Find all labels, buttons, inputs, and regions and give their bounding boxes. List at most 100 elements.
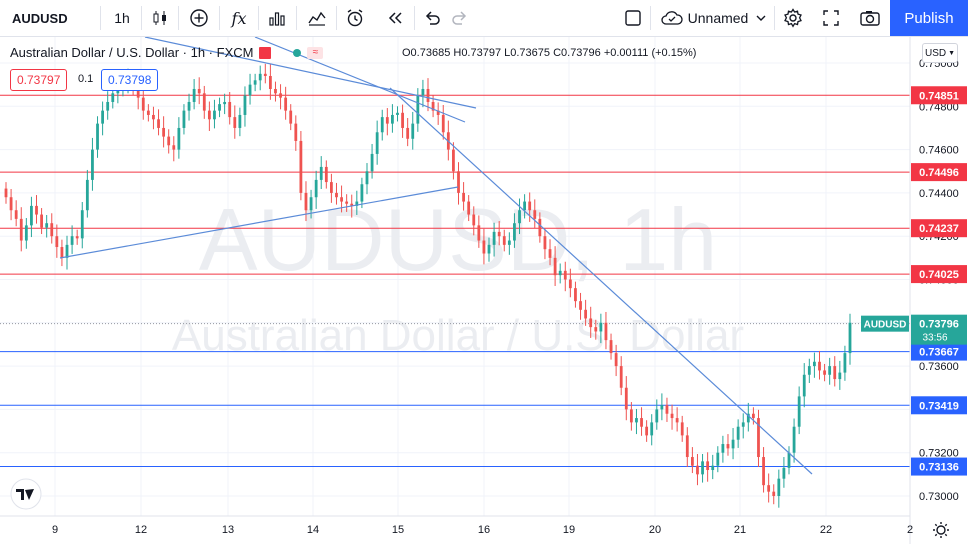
compare-add-icon[interactable] <box>184 0 214 36</box>
sell-price-button[interactable]: 0.73797 <box>10 69 68 91</box>
candle-body <box>340 197 343 202</box>
layout-name-button[interactable]: Unnamed <box>687 10 749 26</box>
candle-body <box>294 123 298 141</box>
alert-clock-icon[interactable] <box>340 0 370 36</box>
candle-body <box>421 88 425 96</box>
trend-line <box>59 186 459 259</box>
interval-button[interactable]: 1h <box>114 10 130 26</box>
chevron-down-icon[interactable] <box>752 0 770 36</box>
templates-icon[interactable] <box>302 0 332 36</box>
settings-gear-icon[interactable] <box>778 0 808 36</box>
candle-body <box>619 366 623 388</box>
candle-body <box>370 153 374 172</box>
candle-body <box>787 452 791 468</box>
candle-body <box>263 73 267 76</box>
candle-body <box>182 110 186 128</box>
candle-body <box>777 478 781 496</box>
support-level-label-bg <box>911 457 967 476</box>
candle-body <box>731 439 735 449</box>
candle-body <box>85 179 89 211</box>
fullscreen-icon[interactable] <box>816 0 846 36</box>
bar-countdown: 33:56 <box>922 333 947 344</box>
candle-body <box>635 418 638 423</box>
candle-body <box>452 149 455 172</box>
candle-body <box>467 201 471 215</box>
cloud-save-icon[interactable] <box>658 0 686 36</box>
financials-icon[interactable] <box>262 0 292 36</box>
candle-body <box>192 88 196 102</box>
candle-body <box>355 201 359 206</box>
toolbar-divider <box>219 6 220 30</box>
candles-chart-type-icon[interactable] <box>146 0 174 36</box>
candle-body <box>401 112 404 128</box>
replay-rewind-icon[interactable] <box>380 0 410 36</box>
candle-body <box>762 457 765 486</box>
legend-title[interactable]: Australian Dollar / U.S. Dollar · 1h · F… <box>10 45 254 60</box>
redo-icon[interactable] <box>446 0 474 36</box>
data-delay-icon: ≈ <box>307 46 324 59</box>
currency-selector[interactable]: USD ▼ <box>922 43 958 63</box>
candle-body <box>55 236 59 248</box>
candle-body <box>584 309 588 319</box>
buy-price-button[interactable]: 0.73798 <box>101 69 159 91</box>
undo-icon[interactable] <box>418 0 446 36</box>
candle-body <box>19 218 23 241</box>
chart-area[interactable]: AUDUSD, 1h Australian Dollar / U.S. Doll… <box>0 36 968 544</box>
toolbar-divider <box>141 6 142 30</box>
candle-body <box>751 413 755 419</box>
candle-body <box>838 372 842 380</box>
toolbar-divider <box>258 6 259 30</box>
candle-body <box>436 110 440 115</box>
candle-body <box>9 197 13 211</box>
candle-body <box>599 322 603 332</box>
candle-body <box>487 244 491 254</box>
candle-body <box>289 110 293 124</box>
select-layout-icon[interactable] <box>618 0 648 36</box>
publish-button[interactable]: Publish <box>890 0 968 36</box>
candle-body <box>91 149 94 180</box>
candle-body <box>248 84 252 96</box>
candle-body <box>416 95 420 124</box>
candle-body <box>813 361 816 367</box>
time-tick-label: 13 <box>222 524 234 536</box>
candle-body <box>345 201 349 204</box>
candle-body <box>309 197 313 211</box>
tradingview-logo[interactable] <box>10 478 42 510</box>
candle-body <box>60 247 64 258</box>
time-tick-label: 2 <box>907 524 913 536</box>
time-axis: 9 12 13 14 15 16 19 20 21 22 2 <box>52 524 913 536</box>
symbol-search-button[interactable]: AUDUSD <box>12 10 68 26</box>
indicators-fx-icon[interactable]: 𝑓x <box>231 8 247 28</box>
candle-body <box>543 236 547 250</box>
candle-body <box>670 413 674 419</box>
flag-icon <box>259 46 272 59</box>
candle-body <box>304 192 308 211</box>
level-labels: 0.74851 0.74496 0.74237 0.74025 0.73667 0.734… <box>861 86 967 476</box>
support-level-label-bg <box>911 396 967 415</box>
resistance-level-label-bg <box>911 265 967 284</box>
snapshot-camera-icon[interactable] <box>855 0 885 36</box>
candle-body <box>431 101 435 111</box>
candle-body <box>528 201 532 211</box>
chart-legend: Australian Dollar / U.S. Dollar · 1h · F… <box>10 45 324 60</box>
candle-body <box>701 461 704 475</box>
candle-body <box>319 166 323 180</box>
candle-body <box>772 491 776 496</box>
candle-body <box>329 182 333 193</box>
price-chart[interactable]: AUDUSD, 1h Australian Dollar / U.S. Doll… <box>0 36 968 544</box>
candle-body <box>406 127 410 139</box>
candle-body <box>35 205 38 215</box>
candle-body <box>558 270 562 276</box>
candle-body <box>350 203 354 206</box>
symbol-tag-bg <box>861 315 909 332</box>
candle-body <box>757 418 760 458</box>
candle-body <box>665 405 669 414</box>
candle-body <box>507 240 511 245</box>
candle-body <box>136 86 140 98</box>
candle-body <box>45 223 49 228</box>
time-axis-settings-icon[interactable] <box>933 522 949 538</box>
candle-body <box>833 366 837 380</box>
time-tick-label: 9 <box>52 524 58 536</box>
candle-body <box>614 353 618 367</box>
candle-body <box>604 322 608 341</box>
